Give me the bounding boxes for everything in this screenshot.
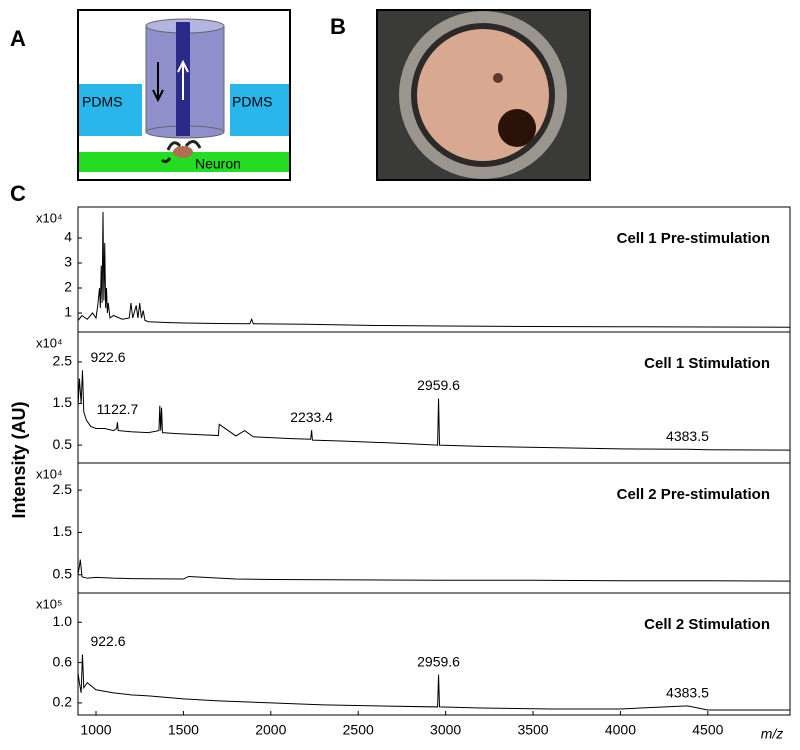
- x-tick-label: 3500: [517, 722, 548, 738]
- y-tick-label: 0.6: [53, 653, 73, 669]
- x-axis-label: m/z: [761, 726, 784, 742]
- arrow: [152, 62, 164, 103]
- y-tick-label: 2.5: [53, 353, 73, 369]
- panel-title: Cell 2 Stimulation: [644, 616, 770, 633]
- peak-label: 2233.4: [290, 409, 333, 425]
- y-axis-label: Intensity (AU): [9, 401, 29, 518]
- y-tick-label: 1.5: [53, 394, 73, 410]
- panel-label: A: [10, 26, 26, 51]
- peak-label: 2959.6: [417, 653, 460, 669]
- plot-frame: [77, 592, 791, 716]
- scale-label: x10⁵: [36, 596, 62, 611]
- panel-title: Cell 2 Pre-stimulation: [617, 486, 770, 503]
- substrate: [79, 152, 289, 172]
- spectrum: [77, 559, 791, 582]
- peak-label: 922.6: [90, 633, 125, 649]
- scale-label: x10⁴: [36, 210, 63, 225]
- y-tick-label: 0.5: [53, 565, 73, 581]
- x-tick-label: 3000: [430, 722, 461, 738]
- y-tick-label: 3: [64, 254, 72, 270]
- photo-cell: [493, 73, 503, 83]
- y-tick-label: 0.5: [53, 436, 73, 452]
- diagram-label: PDMS: [82, 94, 122, 110]
- diagram: PDMS PDMS Neuron: [77, 9, 291, 181]
- panel-label: C: [10, 181, 26, 206]
- panel-label: B: [330, 14, 346, 39]
- y-tick-label: 2: [64, 279, 72, 295]
- x-tick-label: 4000: [605, 722, 636, 738]
- scale-label: x10⁴: [36, 335, 63, 350]
- peak-label: 4383.5: [666, 428, 709, 444]
- scale-label: x10⁴: [36, 466, 63, 481]
- peak-label: 1122.7: [97, 401, 139, 417]
- spectrum: [77, 211, 791, 328]
- arrow: [177, 59, 189, 100]
- x-tick-label: 2000: [255, 722, 286, 738]
- y-tick-label: 0.2: [53, 694, 73, 710]
- spectrum: [77, 370, 791, 451]
- x-tick-label: 2500: [343, 722, 374, 738]
- peak-label: 4383.5: [666, 685, 709, 701]
- y-tick-label: 4: [64, 229, 72, 245]
- diagram-label: PDMS: [232, 94, 272, 110]
- x-tick-label: 4500: [692, 722, 723, 738]
- photo-bead: [498, 109, 536, 147]
- diagram-label: Neuron: [195, 156, 241, 172]
- plot-frame: [77, 462, 791, 594]
- panel-title: Cell 1 Pre-stimulation: [617, 230, 770, 247]
- photo: [376, 9, 591, 181]
- plot-frame: [77, 206, 791, 333]
- panel-title: Cell 1 Stimulation: [644, 355, 770, 372]
- y-tick-label: 1.0: [53, 613, 73, 629]
- peak-label: 2959.6: [417, 377, 460, 393]
- y-tick-label: 1: [64, 304, 72, 320]
- y-tick-label: 2.5: [53, 481, 73, 497]
- neuron: [173, 146, 193, 158]
- peak-label: 922.6: [90, 349, 125, 365]
- x-tick-label: 1000: [80, 722, 111, 738]
- y-tick-label: 1.5: [53, 523, 73, 539]
- neurites: [160, 140, 202, 164]
- x-tick-label: 1500: [168, 722, 199, 738]
- spectrum: [77, 654, 790, 711]
